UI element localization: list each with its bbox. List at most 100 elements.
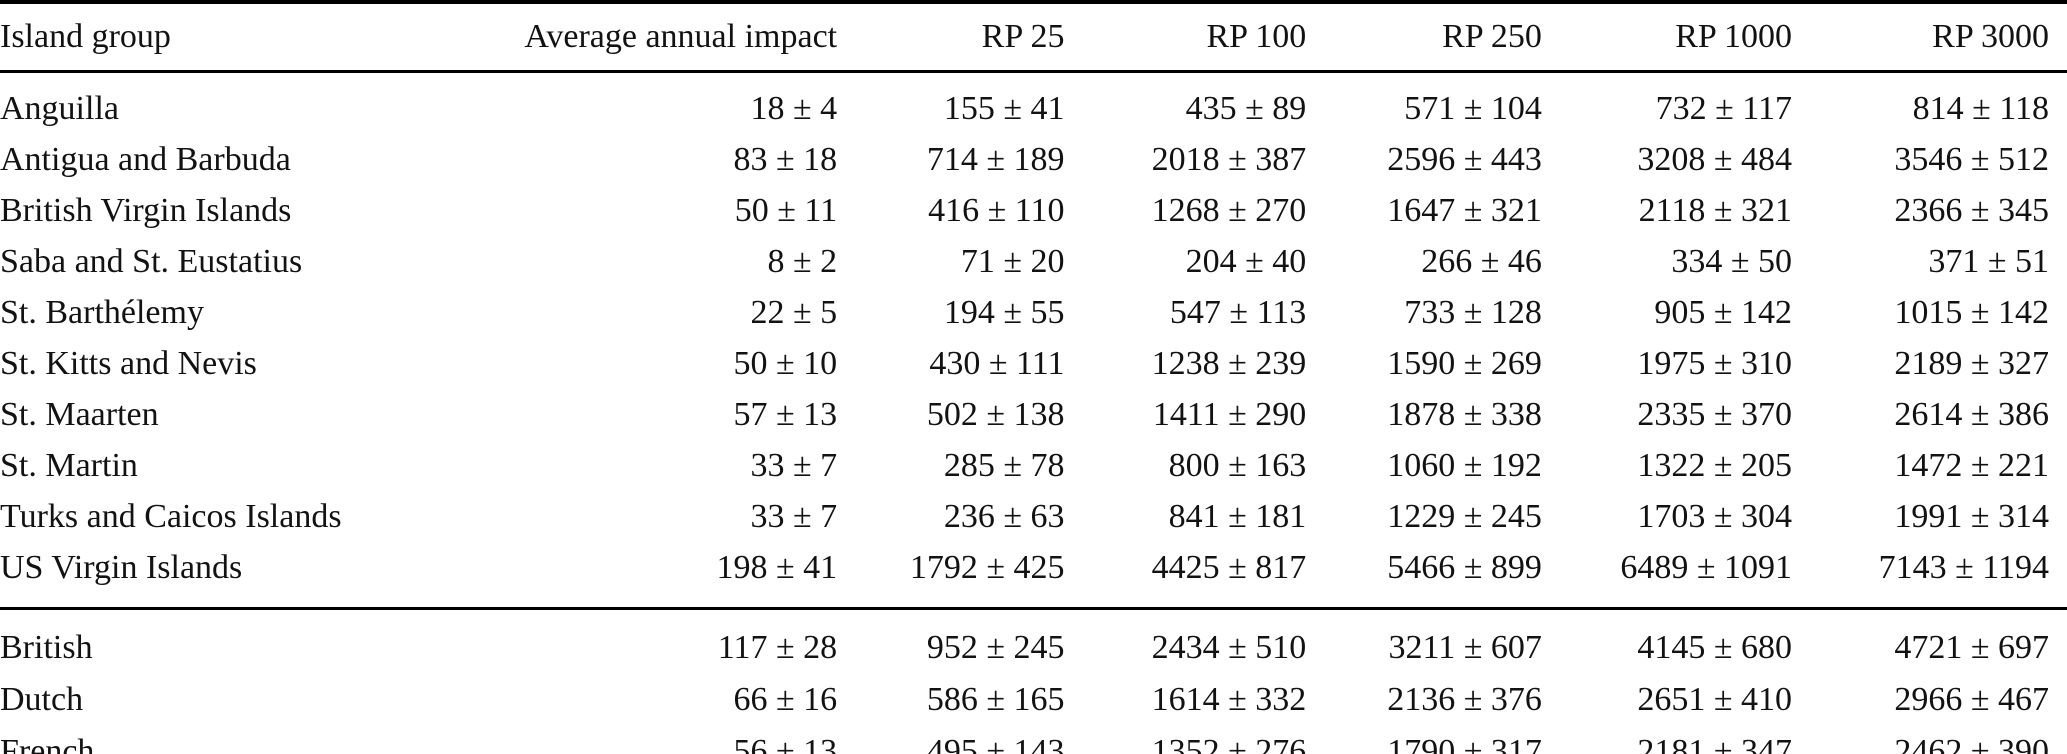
value-cell: 6489 ± 1091	[1620, 548, 1793, 586]
value-cell: 18 ± 4	[750, 89, 838, 127]
value-cell: 56 ± 13	[733, 733, 838, 754]
island-group-cell: St. Kitts and Nevis	[0, 344, 257, 382]
value-cell: 800 ± 163	[1168, 446, 1307, 484]
value-cell: 33 ± 7	[750, 446, 838, 484]
value-cell: 841 ± 181	[1168, 497, 1307, 535]
table-row: Saba and St. Eustatius 8 ± 2 71 ± 20 204 ± …	[0, 236, 2067, 287]
table-row: St. Maarten 57 ± 13 502 ± 138 1411 ± 290 187…	[0, 389, 2067, 440]
table-row: French 56 ± 13 495 ± 143 1352 ± 276 1790 ± 3…	[0, 726, 2067, 754]
column-header-rp-3000: RP 3000	[1792, 2, 2067, 73]
island-group-cell: Dutch	[0, 681, 84, 718]
value-cell: 371 ± 51	[1928, 242, 2049, 280]
value-cell: 1647 ± 321	[1387, 191, 1542, 229]
column-header-island-group: Island group	[0, 2, 455, 73]
value-cell: 502 ± 138	[926, 395, 1065, 433]
column-header-rp-1000: RP 1000	[1541, 2, 1793, 73]
table-row: St. Barthélemy 22 ± 5 194 ± 55 547 ± 113 733…	[0, 287, 2067, 338]
value-cell: 117 ± 28	[454, 607, 838, 674]
value-cell: 733 ± 128	[1404, 293, 1542, 331]
value-cell: 2966 ± 467	[1894, 681, 2049, 718]
value-cell: 4721 ± 697	[1792, 607, 2067, 674]
value-cell: 198 ± 41	[716, 548, 838, 586]
value-cell: 22 ± 5	[750, 293, 838, 331]
value-cell: 3208 ± 484	[1637, 140, 1793, 178]
island-group-cell: US Virgin Islands	[0, 548, 243, 586]
value-cell: 714 ± 189	[926, 140, 1065, 178]
value-cell: 334 ± 50	[1671, 242, 1793, 280]
value-cell: 435 ± 89	[1185, 89, 1307, 127]
value-cell: 66 ± 16	[733, 681, 838, 718]
value-cell: 4145 ± 680	[1541, 607, 1793, 674]
value-cell: 586 ± 165	[926, 681, 1065, 718]
value-cell: 1790 ± 317	[1387, 733, 1542, 754]
value-cell: 1411 ± 290	[1152, 395, 1307, 433]
value-cell: 1703 ± 304	[1637, 497, 1793, 535]
value-cell: 7143 ± 1194	[1878, 548, 2049, 586]
value-cell: 4425 ± 817	[1151, 548, 1307, 586]
table-row: Turks and Caicos Islands 33 ± 7 236 ± 63 84…	[0, 491, 2067, 542]
value-cell: 2136 ± 376	[1387, 681, 1542, 718]
value-cell: 50 ± 11	[734, 191, 838, 229]
table-row: Dutch 66 ± 16 586 ± 165 1614 ± 332 2136 ± 37…	[0, 674, 2067, 726]
value-cell: 2434 ± 510	[1064, 607, 1307, 674]
value-cell: 285 ± 78	[943, 446, 1065, 484]
table-row: Antigua and Barbuda 83 ± 18 714 ± 189 2018 …	[0, 134, 2067, 185]
value-cell: 732 ± 117	[1655, 89, 1793, 127]
island-group-cell: Anguilla	[0, 89, 119, 127]
value-cell: 1792 ± 425	[909, 548, 1065, 586]
value-cell: 1268 ± 270	[1151, 191, 1307, 229]
value-cell: 33 ± 7	[750, 497, 838, 535]
table-row: St. Martin 33 ± 7 285 ± 78 800 ± 163 1060 ± …	[0, 440, 2067, 491]
value-cell: 1614 ± 332	[1151, 681, 1307, 718]
value-cell: 2651 ± 410	[1637, 681, 1793, 718]
column-header-average-annual-impact: Average annual impact	[454, 2, 838, 73]
value-cell: 3211 ± 607	[1306, 607, 1542, 674]
island-group-cell: French	[0, 733, 95, 754]
territory-summary-rows: British 117 ± 28 952 ± 245 2434 ± 510 3211 ±…	[0, 607, 2067, 754]
value-cell: 5466 ± 899	[1387, 548, 1542, 586]
island-group-cell: British Virgin Islands	[0, 191, 292, 229]
value-cell: 1352 ± 276	[1151, 733, 1307, 754]
value-cell: 2189 ± 327	[1894, 344, 2049, 382]
value-cell: 430 ± 111	[929, 344, 1065, 382]
value-cell: 83 ± 18	[733, 140, 838, 178]
island-group-cell: St. Barthélemy	[0, 293, 204, 331]
value-cell: 495 ± 143	[926, 733, 1065, 754]
value-cell: 1015 ± 142	[1894, 293, 2049, 331]
value-cell: 2118 ± 321	[1638, 191, 1793, 229]
value-cell: 1590 ± 269	[1387, 344, 1542, 382]
value-cell: 416 ± 110	[928, 191, 1065, 229]
column-header-rp-250: RP 250	[1306, 2, 1542, 73]
table-row: Anguilla 18 ± 4 155 ± 41 435 ± 89 571 ± 104 7…	[0, 72, 2067, 135]
column-header-rp-100: RP 100	[1064, 2, 1307, 73]
island-group-cell: Turks and Caicos Islands	[0, 497, 342, 535]
value-cell: 2596 ± 443	[1387, 140, 1542, 178]
value-cell: 194 ± 55	[943, 293, 1065, 331]
value-cell: 155 ± 41	[943, 89, 1065, 127]
island-group-cell: St. Martin	[0, 446, 138, 484]
island-group-cell: Saba and St. Eustatius	[0, 242, 303, 280]
value-cell: 2462 ± 390	[1894, 733, 2049, 754]
table-row: British Virgin Islands 50 ± 11 416 ± 110 12…	[0, 185, 2067, 236]
column-header-rp-25: RP 25	[837, 2, 1065, 73]
value-cell: 1472 ± 221	[1894, 446, 2049, 484]
value-cell: 236 ± 63	[943, 497, 1065, 535]
value-cell: 8 ± 2	[767, 242, 838, 280]
table-row: US Virgin Islands 198 ± 41 1792 ± 425 4425 …	[0, 542, 2067, 609]
value-cell: 571 ± 104	[1404, 89, 1542, 127]
value-cell: 1878 ± 338	[1387, 395, 1542, 433]
value-cell: 2018 ± 387	[1151, 140, 1307, 178]
value-cell: 1238 ± 239	[1151, 344, 1307, 382]
table-row: British 117 ± 28 952 ± 245 2434 ± 510 3211 ±…	[0, 607, 2067, 674]
value-cell: 905 ± 142	[1654, 293, 1793, 331]
island-group-cell: Antigua and Barbuda	[0, 140, 291, 178]
value-cell: 57 ± 13	[733, 395, 838, 433]
value-cell: 952 ± 245	[837, 607, 1065, 674]
value-cell: 1322 ± 205	[1637, 446, 1793, 484]
header-row: Island group Average annual impact RP 25 RP…	[0, 2, 2067, 73]
island-group-rows: Anguilla 18 ± 4 155 ± 41 435 ± 89 571 ± 104 7…	[0, 72, 2067, 609]
island-group-cell: British	[0, 607, 455, 674]
value-cell: 1060 ± 192	[1387, 446, 1542, 484]
